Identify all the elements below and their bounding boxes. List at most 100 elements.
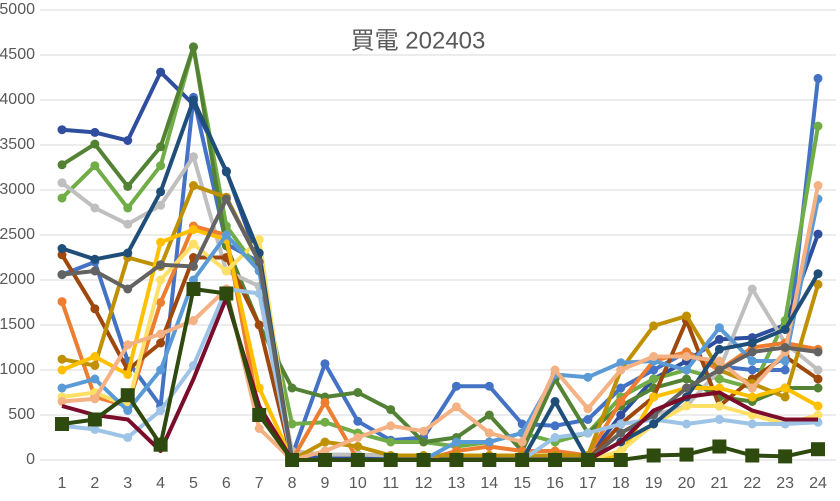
data-point	[813, 365, 823, 375]
x-tick-label: 15	[513, 475, 531, 492]
data-point	[517, 437, 527, 447]
data-point	[254, 320, 264, 330]
data-point	[156, 275, 166, 285]
data-point	[714, 356, 724, 366]
data-point	[188, 361, 198, 370]
data-point	[482, 453, 497, 467]
data-point	[188, 225, 198, 235]
data-point	[57, 297, 67, 307]
data-point	[90, 139, 100, 149]
series-line	[61, 183, 820, 462]
data-point	[123, 219, 133, 229]
data-point	[550, 365, 560, 375]
data-point	[813, 181, 823, 190]
data-point	[156, 200, 166, 210]
data-point	[219, 286, 234, 301]
data-point	[156, 260, 166, 270]
x-tick-label: 20	[678, 475, 696, 492]
data-point	[714, 374, 724, 384]
x-tick-label: 1	[58, 475, 67, 492]
data-point	[320, 417, 330, 427]
data-point	[287, 419, 297, 429]
y-tick-label: 4500	[0, 46, 35, 63]
y-tick-label: 3500	[0, 136, 35, 153]
data-point	[550, 397, 560, 406]
data-point	[616, 419, 626, 429]
y-tick-label: 0	[26, 451, 35, 468]
data-point	[682, 419, 692, 429]
data-point	[123, 406, 133, 415]
data-point	[813, 410, 823, 420]
data-point	[747, 419, 757, 429]
data-point	[90, 361, 100, 370]
x-tick-label: 11	[382, 475, 399, 492]
data-point	[123, 136, 133, 145]
data-point	[153, 437, 168, 452]
data-point	[649, 321, 659, 331]
data-point	[484, 437, 494, 447]
data-point	[813, 347, 823, 357]
x-tick-label: 24	[809, 475, 827, 492]
data-point	[123, 340, 133, 350]
data-point	[747, 365, 757, 375]
data-point	[90, 203, 100, 213]
data-point	[580, 453, 595, 467]
data-point	[386, 437, 396, 447]
y-tick-label: 5000	[0, 1, 35, 18]
data-point	[221, 266, 231, 276]
data-point	[156, 406, 166, 415]
data-point	[57, 178, 67, 188]
data-point	[451, 402, 461, 412]
data-point	[57, 383, 67, 393]
data-point	[353, 416, 363, 426]
data-point	[714, 323, 724, 333]
data-point	[583, 372, 593, 382]
x-tick-label: 3	[123, 475, 132, 492]
data-point	[780, 419, 790, 429]
data-point	[221, 230, 231, 240]
y-tick-label: 3000	[0, 181, 35, 198]
data-point	[649, 352, 659, 361]
data-point	[747, 356, 757, 366]
data-point	[616, 358, 626, 368]
data-point	[616, 397, 626, 406]
data-point	[57, 397, 67, 406]
data-point	[57, 193, 67, 203]
chart-title: 買電 202403	[351, 27, 486, 54]
data-point	[320, 359, 330, 369]
data-point	[254, 383, 264, 393]
data-point	[188, 181, 198, 190]
data-point	[123, 370, 133, 379]
data-point	[649, 392, 659, 402]
data-point	[90, 127, 100, 137]
data-point	[188, 239, 198, 249]
data-point	[813, 229, 823, 239]
data-point	[57, 365, 67, 375]
series-line	[60, 44, 818, 453]
data-point	[550, 433, 560, 442]
data-point	[714, 401, 724, 411]
data-point	[778, 449, 793, 464]
data-point	[682, 352, 692, 361]
data-point	[57, 160, 67, 170]
data-point	[813, 269, 823, 279]
data-point	[649, 365, 659, 375]
data-point	[419, 437, 429, 447]
data-point	[120, 388, 135, 403]
data-point	[156, 187, 166, 197]
data-point	[449, 453, 464, 467]
x-tick-label: 21	[710, 475, 728, 492]
data-point	[682, 374, 692, 384]
data-point	[813, 383, 823, 393]
data-point	[123, 181, 133, 191]
data-point	[317, 453, 332, 467]
data-point	[616, 410, 626, 420]
x-tick-label: 4	[156, 475, 165, 492]
data-point	[616, 365, 626, 375]
data-point	[156, 298, 166, 307]
data-point	[156, 67, 166, 77]
data-point	[813, 374, 823, 384]
data-point	[484, 381, 494, 391]
data-point	[252, 408, 267, 422]
data-point	[221, 167, 231, 177]
